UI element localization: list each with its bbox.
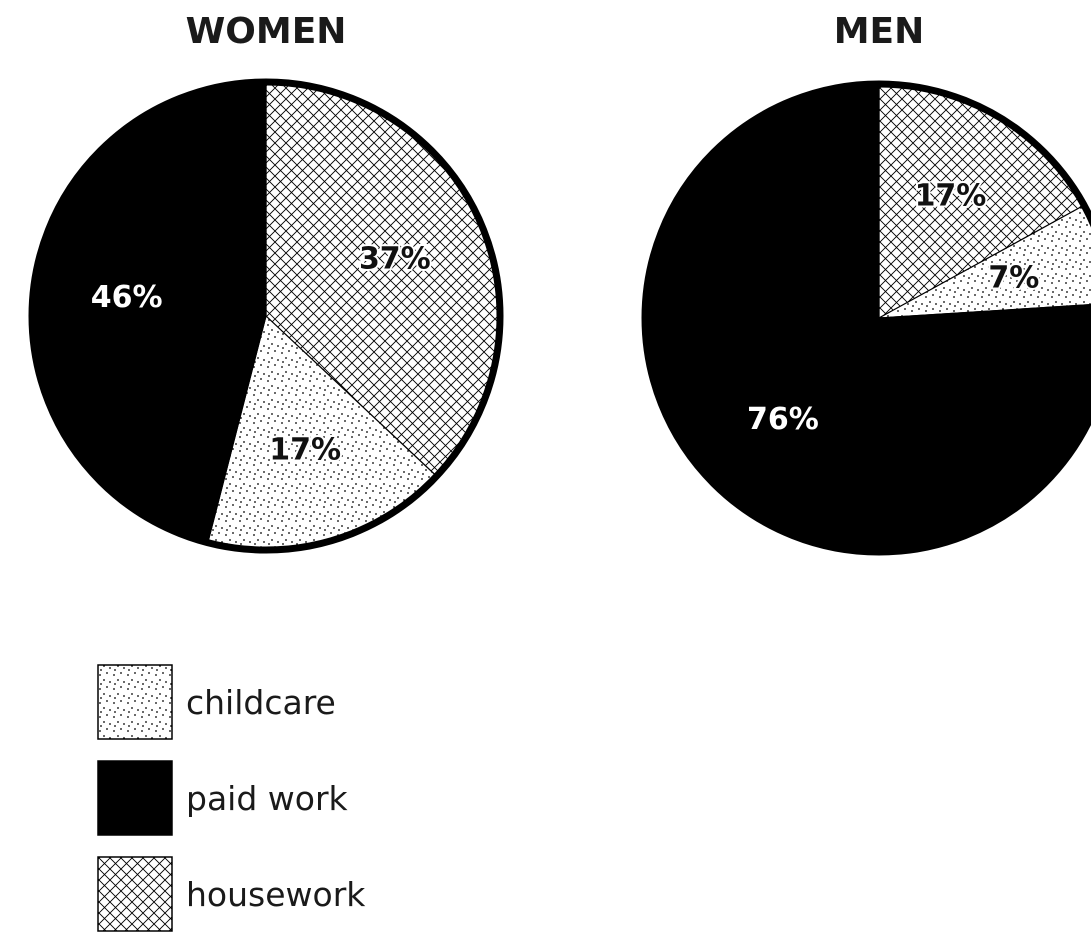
legend-label-childcare: childcare (186, 683, 336, 722)
men-pie-outline (641, 80, 1091, 556)
women-label-paid-work: 46% (91, 280, 163, 315)
legend-swatch-paid-work (97, 760, 173, 836)
legend-label-paid-work: paid work (186, 779, 349, 818)
legend-label-housework: housework (186, 875, 366, 914)
men-pie: 17% 7% 76% (641, 80, 1091, 556)
legend-swatch-childcare (97, 664, 173, 740)
women-label-childcare: 17% (269, 432, 341, 467)
women-pie-outline (28, 78, 504, 554)
women-label-housework: 37% (359, 242, 431, 277)
women-pie: 37% 17% 46% (28, 78, 504, 554)
men-label-housework: 17% (915, 179, 987, 214)
men-label-paid-work: 76% (747, 402, 819, 437)
legend-swatch-housework (97, 856, 173, 932)
women-chart-title: WOMEN (186, 11, 347, 52)
legend: childcare paid work housework (97, 664, 366, 932)
men-label-childcare: 7% (988, 260, 1039, 295)
men-chart-title: MEN (834, 11, 925, 52)
